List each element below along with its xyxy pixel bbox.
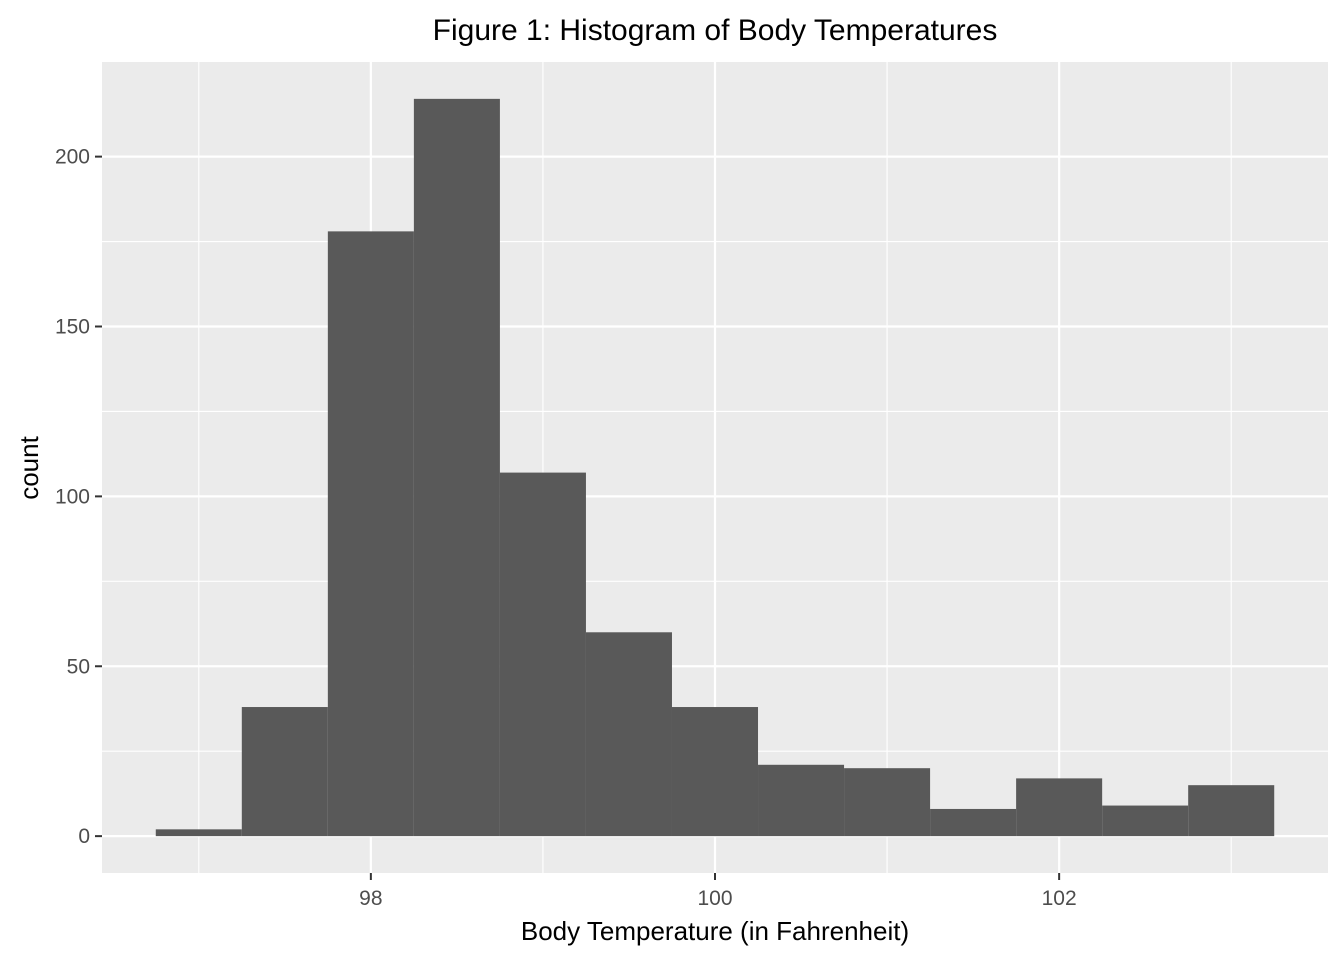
chart-title: Figure 1: Histogram of Body Temperatures	[433, 14, 998, 47]
histogram-bar	[930, 808, 1017, 837]
histogram-bar	[327, 231, 414, 837]
histogram-bar	[844, 768, 931, 837]
histogram-bars	[155, 98, 1275, 837]
histogram-bar	[413, 98, 500, 837]
histogram-bar	[155, 829, 242, 837]
y-tick-label: 0	[78, 825, 90, 848]
histogram-bar	[1188, 785, 1275, 837]
x-axis-title: Body Temperature (in Fahrenheit)	[521, 916, 909, 946]
y-tick-label: 50	[67, 655, 90, 678]
y-axis: 0 50 100 150 200	[55, 146, 102, 848]
histogram-bar	[241, 707, 328, 837]
histogram-bar	[499, 472, 586, 837]
histogram-bar	[758, 764, 845, 837]
histogram-bar	[1102, 805, 1189, 837]
histogram-bar	[671, 707, 759, 837]
x-tick-label: 100	[697, 887, 732, 910]
x-axis: 98 100 102	[359, 873, 1077, 910]
y-tick-label: 100	[55, 485, 90, 508]
x-tick-label: 98	[359, 887, 382, 910]
histogram-bar	[1016, 778, 1103, 837]
x-tick-label: 102	[1042, 887, 1077, 910]
y-axis-title: count	[14, 435, 44, 499]
histogram-bar	[585, 632, 672, 837]
y-tick-label: 200	[55, 146, 90, 169]
y-tick-label: 150	[55, 316, 90, 339]
